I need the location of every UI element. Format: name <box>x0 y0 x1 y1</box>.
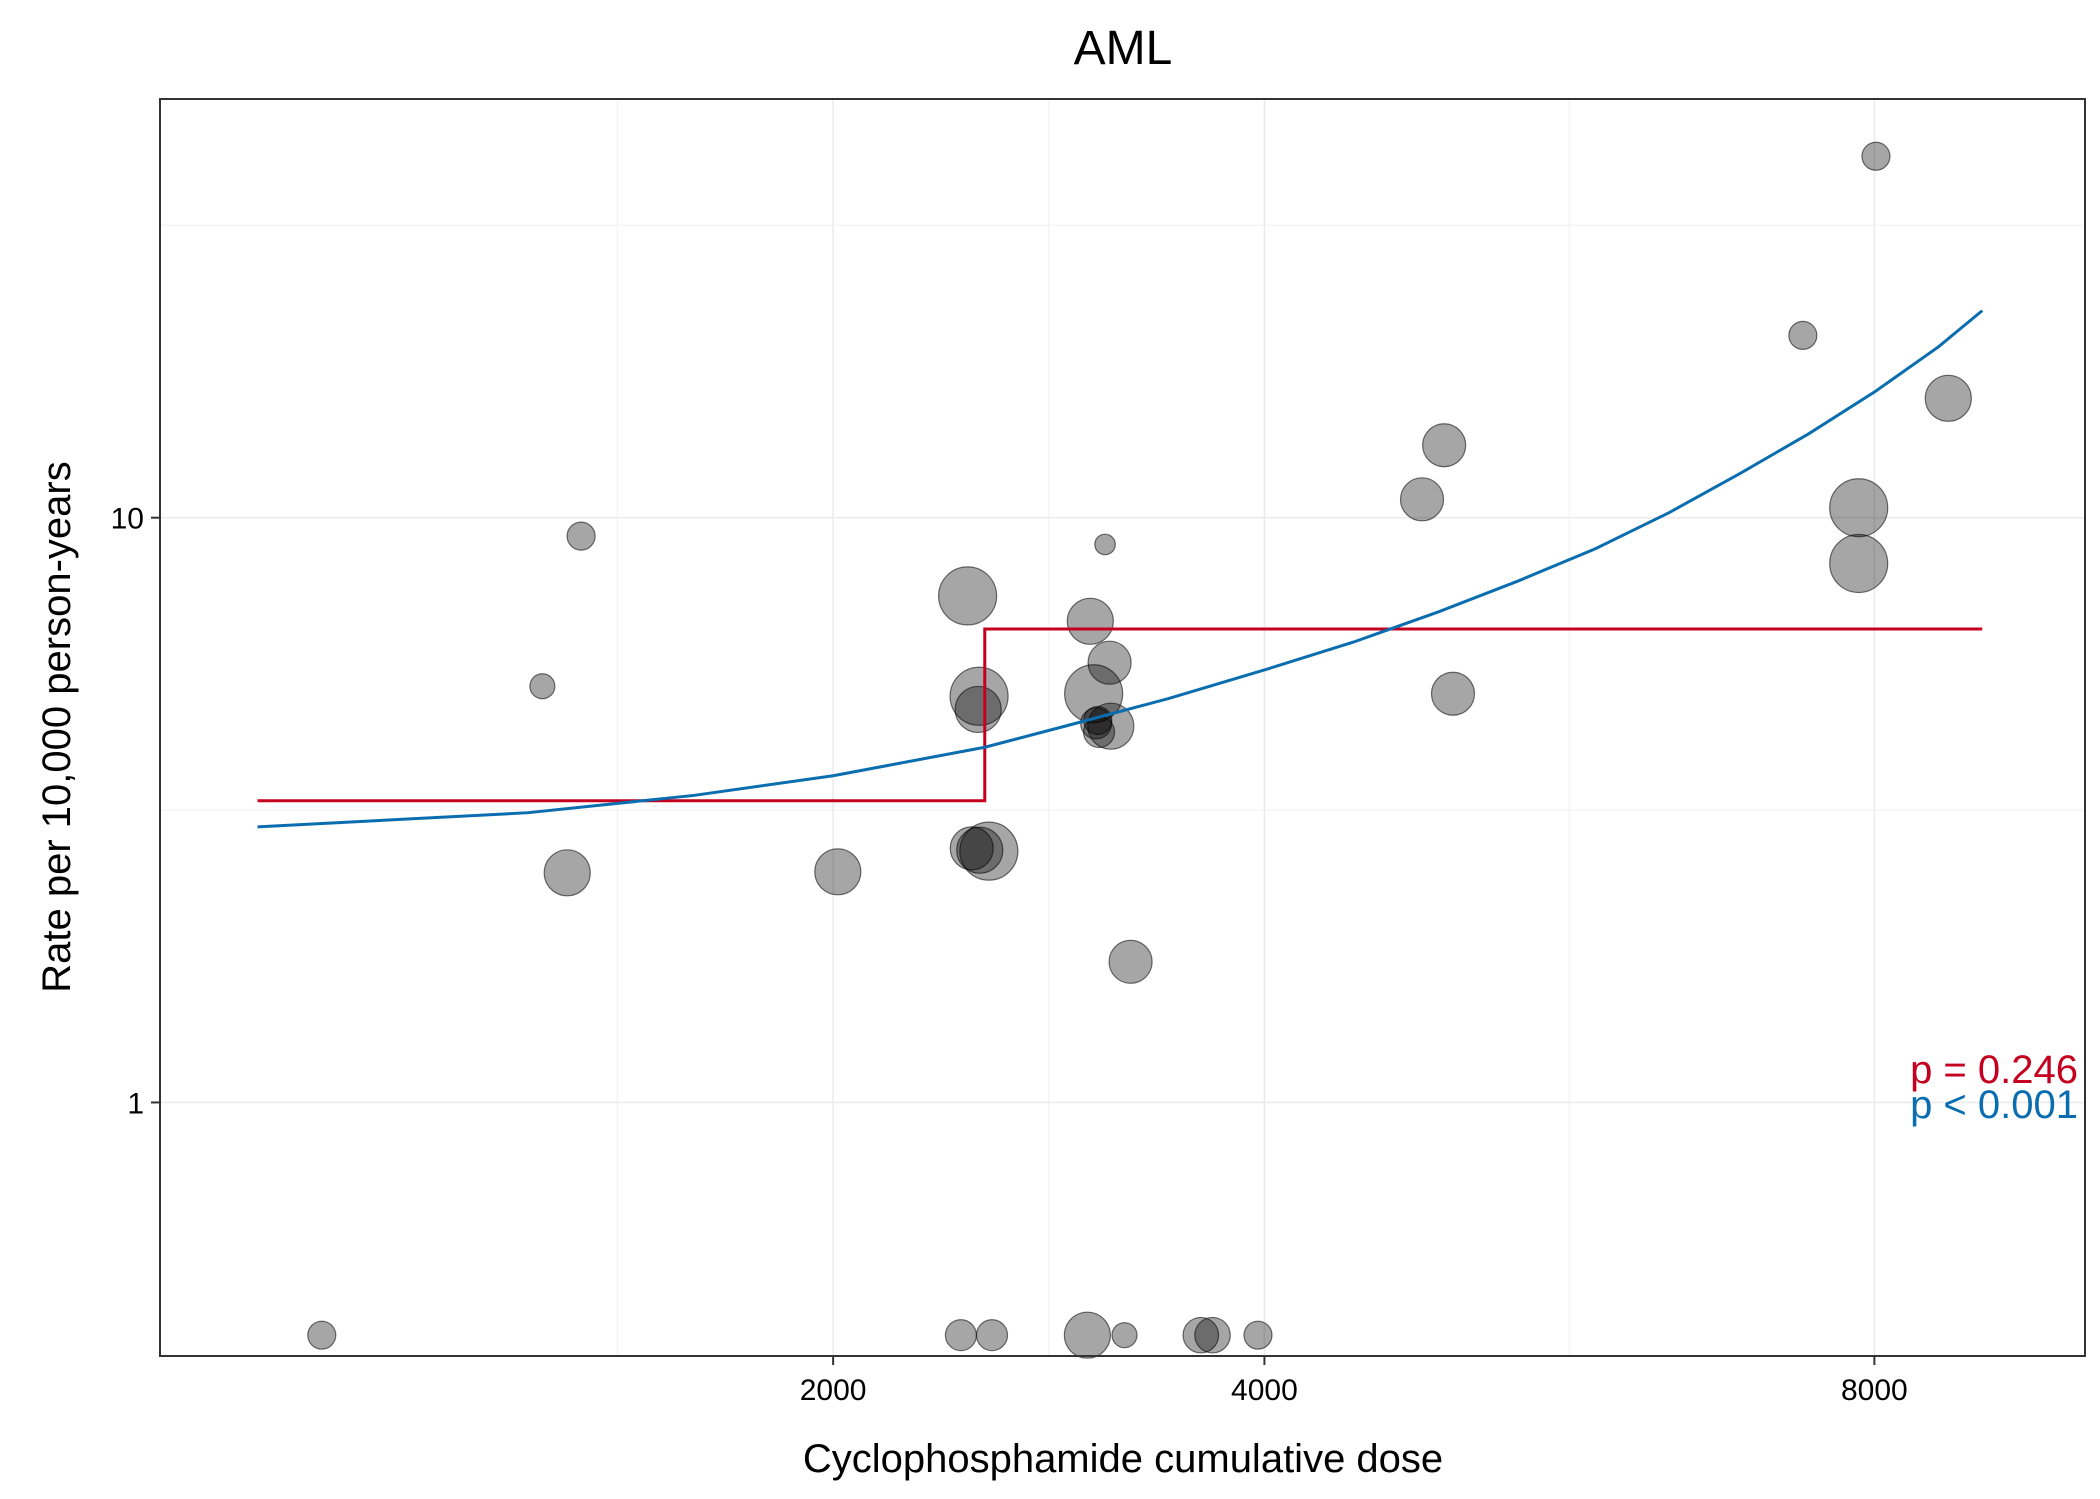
data-point <box>1243 1320 1273 1350</box>
data-point <box>1182 1316 1220 1354</box>
data-point <box>1829 533 1889 594</box>
p-value-step-annotation: p = 0.246 <box>1910 1048 2078 1092</box>
data-point <box>938 566 998 626</box>
data-point <box>1422 423 1467 468</box>
y-tick-label: 10 <box>111 503 144 536</box>
plot-area <box>257 141 1984 1359</box>
data-point <box>1108 939 1153 984</box>
data-point <box>1924 374 1972 422</box>
y-axis-label: Rate per 10,000 person-years <box>35 461 79 992</box>
plot-border <box>159 98 2086 1357</box>
data-point <box>1111 1322 1138 1349</box>
data-point <box>1064 664 1124 724</box>
data-point <box>1399 477 1445 522</box>
x-axis-label: Cyclophosphamide cumulative dose <box>803 1437 1443 1481</box>
data-point <box>1087 702 1135 750</box>
data-point <box>949 666 1009 726</box>
step-fit-line <box>257 627 1983 803</box>
data-point <box>1087 640 1132 685</box>
data-point <box>1066 597 1114 645</box>
data-point <box>975 1319 1009 1352</box>
data-point <box>1861 141 1891 171</box>
y-tick-label: 1 <box>127 1087 144 1120</box>
data-point <box>529 673 556 700</box>
data-point <box>1063 1311 1111 1359</box>
data-point <box>566 521 596 551</box>
x-tick-label: 8000 <box>1841 1374 1908 1407</box>
data-point <box>1430 671 1476 716</box>
data-point <box>956 826 1004 874</box>
x-tick-label: 4000 <box>1231 1374 1298 1407</box>
data-point <box>1094 533 1116 556</box>
data-point <box>1829 478 1889 538</box>
trend-fit-line <box>257 309 1984 829</box>
chart-title: AML <box>1074 22 1173 75</box>
data-point <box>814 848 862 896</box>
data-point <box>1194 1316 1231 1354</box>
data-point <box>944 1319 978 1352</box>
data-point <box>959 821 1019 881</box>
data-point <box>307 1320 337 1350</box>
p-value-trend-annotation: p < 0.001 <box>1910 1083 2078 1127</box>
x-tick-label: 2000 <box>800 1374 867 1407</box>
axis-ticks: 2000 4000 8000 1 10 <box>111 503 1908 1407</box>
data-point <box>543 849 591 897</box>
data-point <box>954 685 1002 734</box>
grid-lines <box>160 99 2085 1356</box>
data-point <box>1788 320 1818 350</box>
